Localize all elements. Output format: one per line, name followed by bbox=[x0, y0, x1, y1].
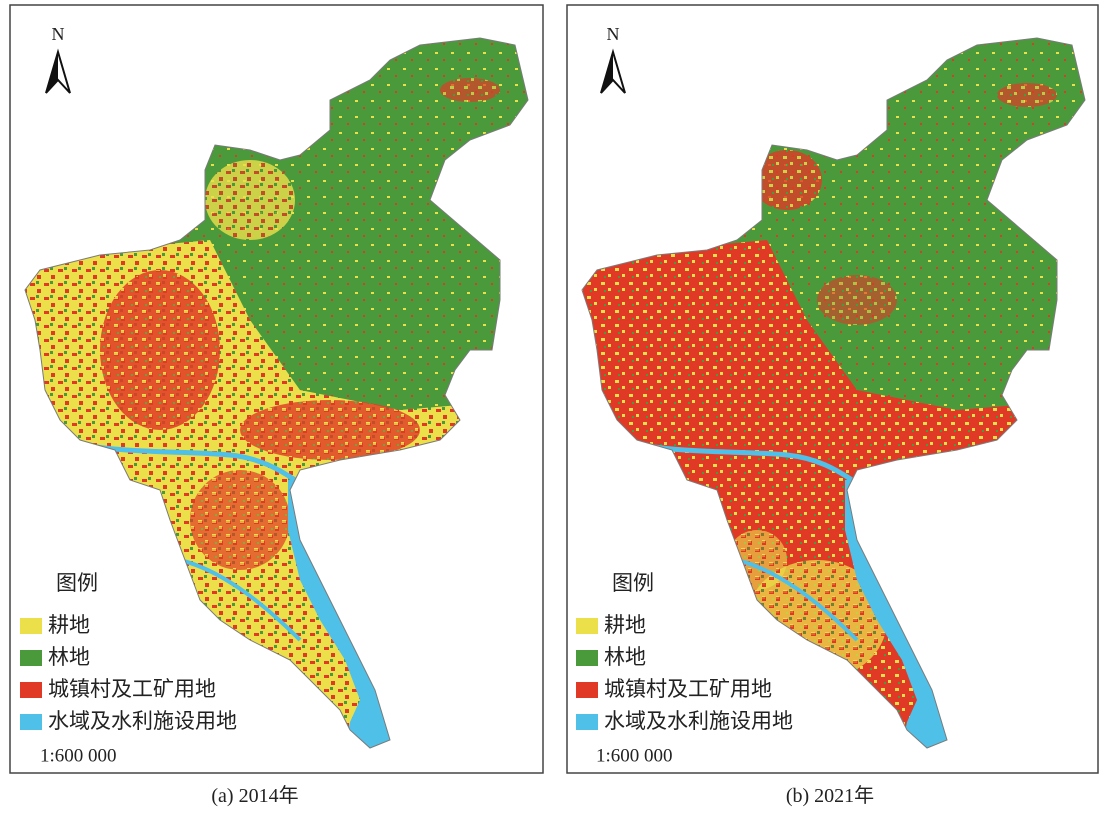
north-label: N bbox=[52, 24, 65, 44]
legend-label: 林地 bbox=[604, 645, 646, 669]
scale: 1:600 000 bbox=[596, 745, 673, 766]
caption: (b) 2021年 bbox=[786, 784, 874, 807]
legend-label: 林地 bbox=[48, 645, 90, 669]
legend-label: 耕地 bbox=[48, 613, 90, 637]
legend-swatch bbox=[576, 682, 598, 698]
legend-swatch bbox=[20, 682, 42, 698]
legend-label: 城镇村及工矿用地 bbox=[604, 677, 772, 701]
caption: (a) 2014年 bbox=[211, 784, 298, 807]
legend-title: 图例 bbox=[56, 571, 98, 595]
legend-swatch bbox=[576, 618, 598, 634]
legend-swatch bbox=[20, 618, 42, 634]
legend-swatch bbox=[576, 714, 598, 730]
legend-label: 水域及水利施设用地 bbox=[604, 709, 793, 733]
panel-frame bbox=[9, 4, 544, 774]
scale: 1:600 000 bbox=[40, 745, 117, 766]
legend-swatch bbox=[20, 650, 42, 666]
panel-frame bbox=[566, 4, 1099, 774]
legend-swatch bbox=[576, 650, 598, 666]
legend-title: 图例 bbox=[612, 571, 654, 595]
legend-swatch bbox=[20, 714, 42, 730]
legend-label: 耕地 bbox=[604, 613, 646, 637]
legend-label: 城镇村及工矿用地 bbox=[48, 677, 216, 701]
north-label: N bbox=[607, 24, 620, 44]
legend-label: 水域及水利施设用地 bbox=[48, 709, 237, 733]
